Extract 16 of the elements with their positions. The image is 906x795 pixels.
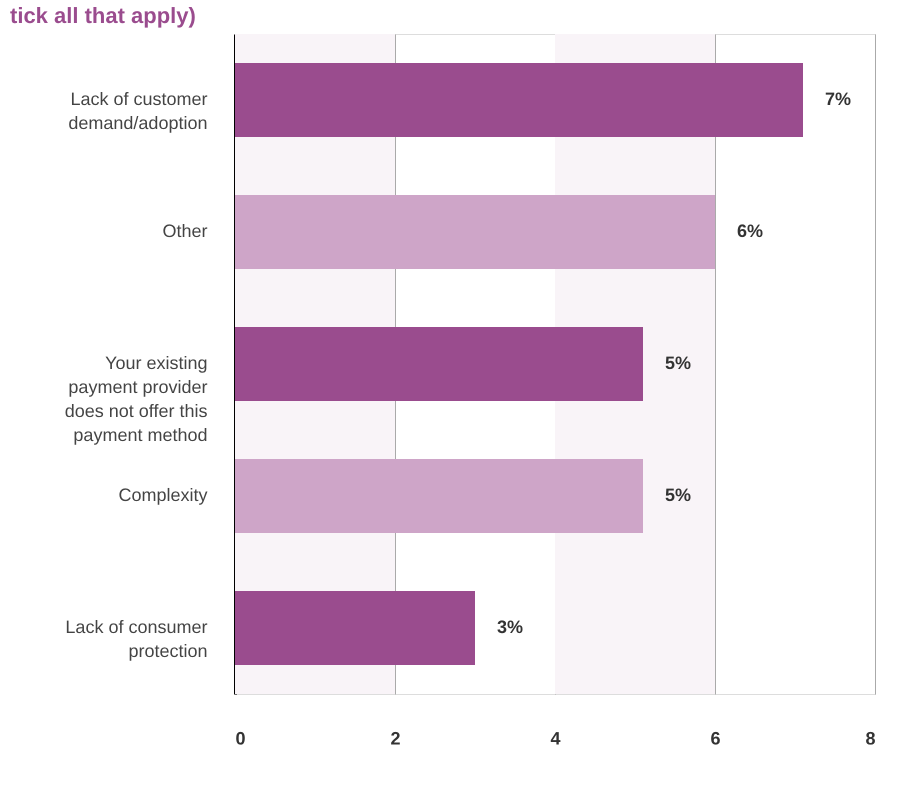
chart-title: tick all that apply) xyxy=(10,3,196,28)
y-tick-label: Other xyxy=(162,221,208,241)
y-tick-label: Lack of consumer protection xyxy=(65,617,208,661)
data-label: 6% xyxy=(737,221,764,241)
data-label: 3% xyxy=(497,617,524,637)
x-tick-label: 8 xyxy=(865,728,876,748)
x-tick-label: 4 xyxy=(550,728,561,748)
x-tick-label: 6 xyxy=(710,728,721,748)
y-tick-label: Your existing payment provider does not offer this payment method xyxy=(64,353,208,445)
x-tick-label: 2 xyxy=(390,728,401,748)
data-label: 7% xyxy=(825,89,852,109)
y-tick-label: Complexity xyxy=(118,485,208,505)
x-tick-label: 0 xyxy=(236,728,246,748)
data-label: 5% xyxy=(665,485,692,505)
y-tick-label: Lack of customer demand/adoption xyxy=(68,89,208,133)
data-label: 5% xyxy=(665,353,692,373)
